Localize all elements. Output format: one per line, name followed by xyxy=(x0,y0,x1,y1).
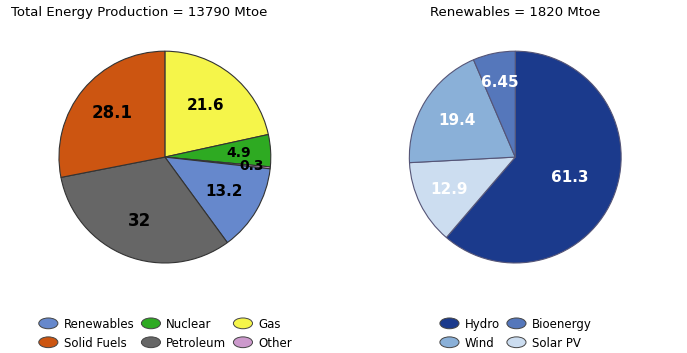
Wedge shape xyxy=(165,157,270,169)
Title: Renewables = 1820 Mtoe: Renewables = 1820 Mtoe xyxy=(430,6,600,19)
Wedge shape xyxy=(165,157,270,243)
Text: 13.2: 13.2 xyxy=(205,184,243,199)
Text: 61.3: 61.3 xyxy=(551,170,589,185)
Text: 6.45: 6.45 xyxy=(481,75,519,90)
Legend: Hydro, Wind, Bioenergy, Solar PV: Hydro, Wind, Bioenergy, Solar PV xyxy=(439,318,592,350)
Text: Total Energy Production = 13790 Mtoe: Total Energy Production = 13790 Mtoe xyxy=(11,6,268,19)
Text: 4.9: 4.9 xyxy=(227,145,251,160)
Text: 32: 32 xyxy=(128,212,151,230)
Wedge shape xyxy=(165,134,271,167)
Text: 28.1: 28.1 xyxy=(91,104,132,122)
Text: 0.3: 0.3 xyxy=(239,159,264,173)
Text: 12.9: 12.9 xyxy=(430,183,467,197)
Legend: Renewables, Solid Fuels, Nuclear, Petroleum, Gas, Other: Renewables, Solid Fuels, Nuclear, Petrol… xyxy=(38,318,292,350)
Text: 21.6: 21.6 xyxy=(188,98,225,113)
Wedge shape xyxy=(447,51,621,263)
Text: 19.4: 19.4 xyxy=(438,113,475,128)
Wedge shape xyxy=(165,51,269,157)
Wedge shape xyxy=(61,157,227,263)
Wedge shape xyxy=(409,157,515,238)
Wedge shape xyxy=(59,51,165,178)
Wedge shape xyxy=(409,60,515,163)
Wedge shape xyxy=(473,51,515,157)
